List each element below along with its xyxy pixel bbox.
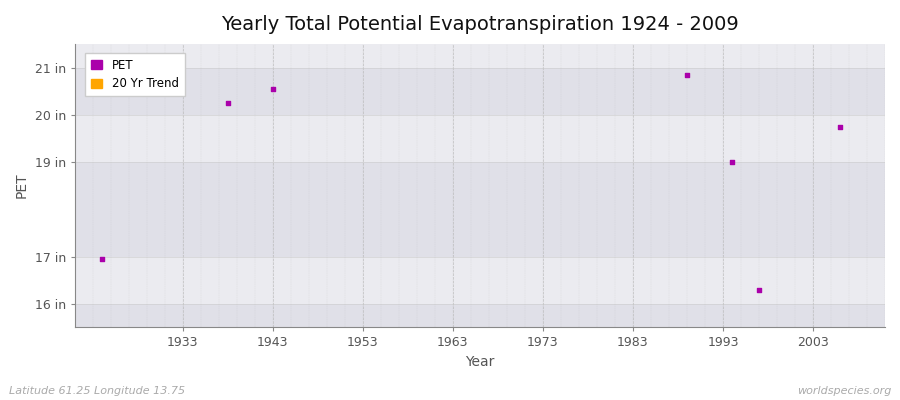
Title: Yearly Total Potential Evapotranspiration 1924 - 2009: Yearly Total Potential Evapotranspiratio… xyxy=(221,15,739,34)
Bar xyxy=(75,304,885,328)
Bar xyxy=(75,256,885,304)
Point xyxy=(220,100,235,106)
Bar xyxy=(75,44,885,68)
Text: worldspecies.org: worldspecies.org xyxy=(796,386,891,396)
Text: Latitude 61.25 Longitude 13.75: Latitude 61.25 Longitude 13.75 xyxy=(9,386,185,396)
X-axis label: Year: Year xyxy=(465,355,495,369)
Point xyxy=(94,256,109,262)
Bar xyxy=(75,162,885,256)
Point xyxy=(680,72,694,78)
Y-axis label: PET: PET xyxy=(15,173,29,198)
Legend: PET, 20 Yr Trend: PET, 20 Yr Trend xyxy=(85,53,184,96)
Point xyxy=(724,159,739,165)
Bar xyxy=(75,68,885,115)
Bar xyxy=(75,115,885,162)
Point xyxy=(752,286,766,293)
Point xyxy=(832,123,847,130)
Point xyxy=(266,86,280,92)
